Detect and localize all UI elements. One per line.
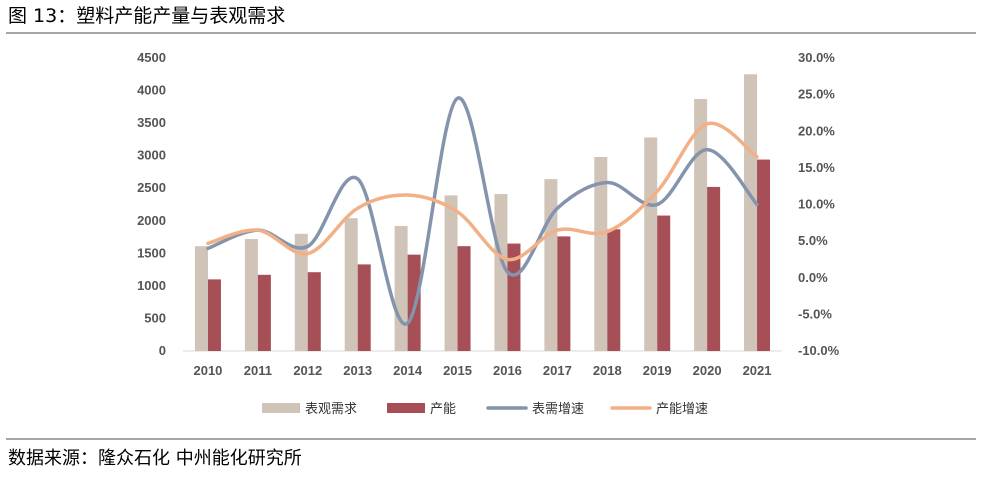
left-tick-label: 3000 — [137, 148, 166, 163]
line-demand-growth-point-2021 — [755, 203, 759, 206]
left-tick-label: 0 — [159, 343, 166, 358]
bar-capacity-2020 — [707, 186, 721, 351]
line-demand-growth-point-2012 — [306, 244, 310, 248]
x-tick-label: 2012 — [293, 363, 322, 378]
x-tick-label: 2020 — [693, 363, 722, 378]
left-tick-label: 2000 — [137, 213, 166, 228]
line-demand-growth-point-2020 — [705, 148, 709, 152]
line-demand-growth-point-2015 — [456, 96, 460, 100]
bar-capacity-2021 — [757, 159, 771, 351]
right-tick-label: 15.0% — [798, 160, 835, 175]
left-tick-label: 4000 — [137, 83, 166, 98]
line-series — [206, 96, 759, 326]
left-tick-label: 1000 — [137, 278, 166, 293]
right-tick-label: 10.0% — [798, 197, 835, 212]
line-demand-growth-point-2016 — [505, 270, 509, 274]
line-demand-growth — [206, 96, 759, 326]
x-tick-label: 2015 — [443, 363, 472, 378]
right-tick-label: -10.0% — [798, 343, 840, 358]
bar-capacity-2018 — [607, 229, 621, 351]
bar-demand-2016 — [494, 194, 508, 351]
bar-demand-2021 — [744, 74, 758, 352]
x-tick-label: 2011 — [244, 363, 272, 378]
bar-demand-2011 — [244, 239, 258, 351]
x-tick-label: 2016 — [493, 363, 522, 378]
line-capacity-growth-point-2013 — [356, 206, 360, 210]
right-tick-label: 25.0% — [798, 87, 835, 102]
legend-demand-growth-label: 表需增速 — [532, 402, 584, 417]
x-tick-label: 2021 — [743, 363, 772, 378]
line-demand-growth-point-2017 — [555, 206, 559, 210]
legend: 表观需求 产能 表需增速 产能增速 — [262, 402, 708, 417]
x-tick-label: 2019 — [643, 363, 672, 378]
left-tick-label: 4500 — [137, 50, 166, 65]
bar-capacity-2016 — [507, 243, 521, 351]
left-tick-label: 3500 — [137, 115, 166, 130]
bar-capacity-2012 — [307, 272, 321, 351]
x-tick-label: 2017 — [543, 363, 572, 378]
left-axis-ticks: 0 500 1000 1500 2000 2500 3000 3500 4000 4500 — [137, 50, 166, 358]
line-capacity-growth-point-2015 — [456, 210, 460, 214]
line-capacity-growth-point-2018 — [605, 230, 609, 234]
bar-capacity-2011 — [257, 274, 271, 351]
bar-demand-2010 — [194, 246, 208, 351]
bar-demand-2014 — [394, 225, 408, 351]
bar-series — [194, 74, 771, 352]
line-capacity-growth-point-2019 — [655, 189, 659, 193]
bar-demand-2012 — [294, 233, 308, 351]
source-note: 数据来源：隆众石化 中州能化研究所 — [8, 448, 302, 469]
line-demand-growth-point-2018 — [605, 181, 609, 185]
line-capacity-growth-point-2021 — [755, 155, 759, 159]
right-tick-label: 30.0% — [798, 50, 835, 65]
bar-capacity-2019 — [657, 215, 671, 351]
line-capacity-growth-point-2010 — [206, 241, 210, 245]
line-demand-growth-point-2013 — [356, 177, 360, 181]
line-capacity-growth-point-2012 — [306, 252, 310, 256]
bar-demand-2018 — [594, 156, 608, 351]
x-axis-ticks: 2010 2011 2012 2013 2014 2015 2016 2017 2018 2019… — [193, 363, 771, 378]
line-capacity-growth-point-2017 — [555, 228, 559, 232]
right-tick-label: 0.0% — [798, 270, 828, 285]
line-demand-growth-point-2014 — [406, 321, 410, 325]
bar-demand-2019 — [644, 137, 658, 351]
legend-demand-swatch — [262, 403, 300, 413]
line-demand-growth-point-2010 — [206, 246, 210, 250]
line-capacity-growth-point-2016 — [505, 257, 509, 261]
legend-capacity-swatch — [387, 403, 425, 413]
line-capacity-growth — [206, 121, 759, 262]
bar-demand-2020 — [694, 99, 708, 352]
bar-capacity-2013 — [357, 264, 371, 351]
line-capacity-growth-point-2020 — [705, 122, 709, 126]
x-tick-label: 2018 — [593, 363, 622, 378]
bottom-rule — [6, 438, 976, 440]
bar-demand-2015 — [444, 195, 458, 351]
figure-title: 图 13：塑料产能产量与表观需求 — [8, 5, 286, 27]
line-capacity-growth-point-2014 — [406, 193, 410, 197]
legend-capacity-growth-label: 产能增速 — [656, 402, 708, 417]
bar-capacity-2010 — [207, 279, 221, 351]
right-tick-label: -5.0% — [798, 306, 832, 321]
legend-demand-label: 表观需求 — [305, 402, 357, 417]
left-tick-label: 500 — [144, 310, 166, 325]
bar-demand-2013 — [344, 218, 358, 351]
right-axis-ticks: -10.0% -5.0% 0.0% 5.0% 10.0% 15.0% 20.0% 25.0% 3… — [798, 50, 840, 358]
x-tick-label: 2013 — [343, 363, 372, 378]
bar-demand-2017 — [544, 179, 558, 351]
line-capacity-growth-point-2011 — [256, 228, 260, 232]
right-tick-label: 20.0% — [798, 123, 835, 138]
left-tick-label: 1500 — [137, 245, 166, 260]
x-tick-label: 2014 — [393, 363, 423, 378]
bar-capacity-2017 — [557, 236, 571, 351]
right-tick-label: 5.0% — [798, 233, 828, 248]
x-tick-label: 2010 — [193, 363, 222, 378]
top-rule — [6, 32, 976, 34]
left-tick-label: 2500 — [137, 180, 166, 195]
line-demand-growth-point-2019 — [655, 203, 659, 206]
bar-capacity-2015 — [457, 246, 471, 351]
legend-capacity-label: 产能 — [430, 402, 456, 417]
